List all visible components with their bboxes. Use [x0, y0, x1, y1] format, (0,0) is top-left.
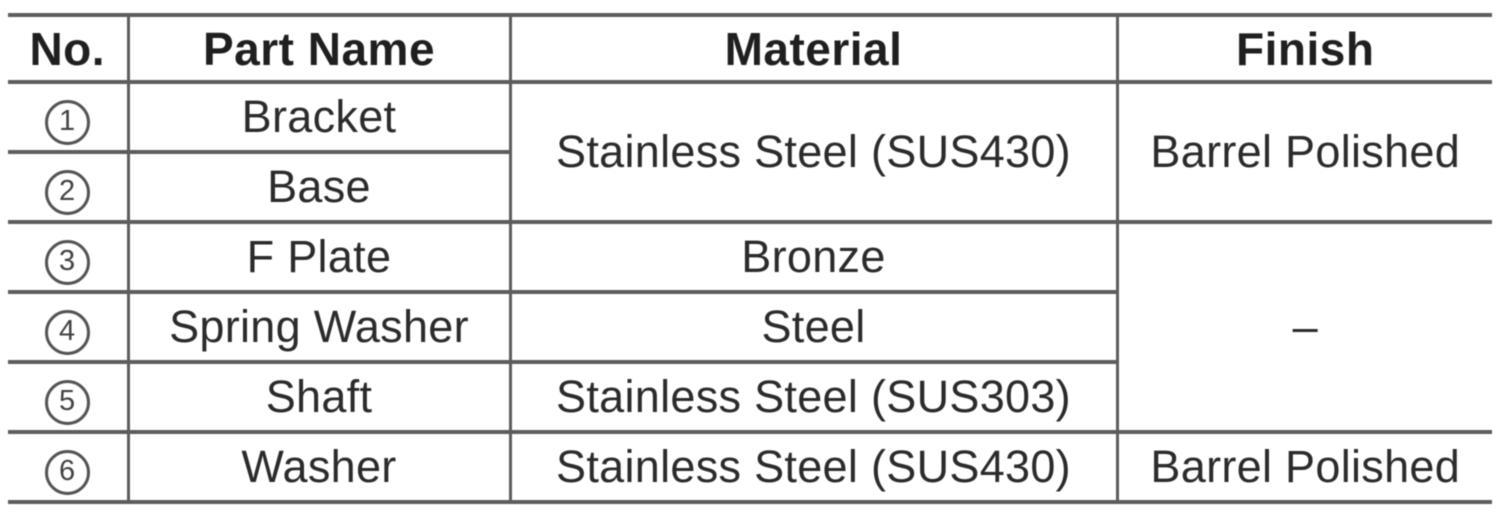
cell-no-5: 5	[8, 360, 130, 434]
cell-part-name-1: Bracket	[126, 80, 512, 154]
cell-material-3: Bronze	[508, 220, 1119, 294]
circled-number-6-digit: 6	[59, 455, 76, 488]
header-cell-material: Material	[508, 13, 1119, 84]
table-row-1: 1 Bracket Stainless Steel (SUS430) Barre…	[8, 80, 1492, 224]
cell-part-name-2: Base	[126, 150, 512, 224]
circled-number-3-digit: 3	[59, 245, 76, 278]
cell-material-5: Stainless Steel (SUS303)	[508, 360, 1119, 434]
header-cell-no: No.	[8, 13, 130, 84]
cell-material-4: Steel	[508, 290, 1119, 364]
cell-no-1: 1	[8, 80, 130, 154]
circled-number-2-icon: 2	[44, 169, 90, 215]
table-row-6: 6 Washer Stainless Steel (SUS430) Barrel…	[8, 430, 1492, 504]
cell-no-4: 4	[8, 290, 130, 364]
circled-number-1-icon: 1	[44, 99, 90, 145]
table-row-2: 2 Base	[8, 150, 1492, 224]
table-row-5: 5 Shaft Stainless Steel (SUS303)	[8, 360, 1492, 434]
parts-table: No. Part Name Material Finish 1 Bracket …	[8, 13, 1492, 504]
cell-finish-rows-3-5: –	[1115, 220, 1492, 434]
cell-part-name-3: F Plate	[126, 220, 512, 294]
circled-number-5-icon: 5	[44, 379, 90, 425]
cell-part-name-6: Washer	[126, 430, 512, 504]
circled-number-1-digit: 1	[59, 105, 76, 138]
cell-part-name-5: Shaft	[126, 360, 512, 434]
circled-number-2-digit: 2	[59, 175, 76, 208]
cell-no-6: 6	[8, 430, 130, 504]
circled-number-6-icon: 6	[44, 449, 90, 495]
cell-no-3: 3	[8, 220, 130, 294]
cell-material-6: Stainless Steel (SUS430)	[508, 430, 1119, 504]
cell-part-name-4: Spring Washer	[126, 290, 512, 364]
circled-number-4-icon: 4	[44, 309, 90, 355]
header-cell-part-name: Part Name	[126, 13, 512, 84]
cell-no-2: 2	[8, 150, 130, 224]
table-row-3: 3 F Plate Bronze –	[8, 220, 1492, 434]
header-cell-finish: Finish	[1115, 13, 1492, 84]
header-row: No. Part Name Material Finish	[8, 13, 1492, 84]
circled-number-5-digit: 5	[59, 385, 76, 418]
cell-material-rows-1-2: Stainless Steel (SUS430)	[508, 80, 1119, 224]
table-row-4: 4 Spring Washer Steel	[8, 290, 1492, 364]
cell-finish-6: Barrel Polished	[1115, 430, 1492, 504]
circled-number-3-icon: 3	[44, 239, 90, 285]
circled-number-4-digit: 4	[59, 315, 76, 348]
cell-finish-rows-1-2: Barrel Polished	[1115, 80, 1492, 224]
